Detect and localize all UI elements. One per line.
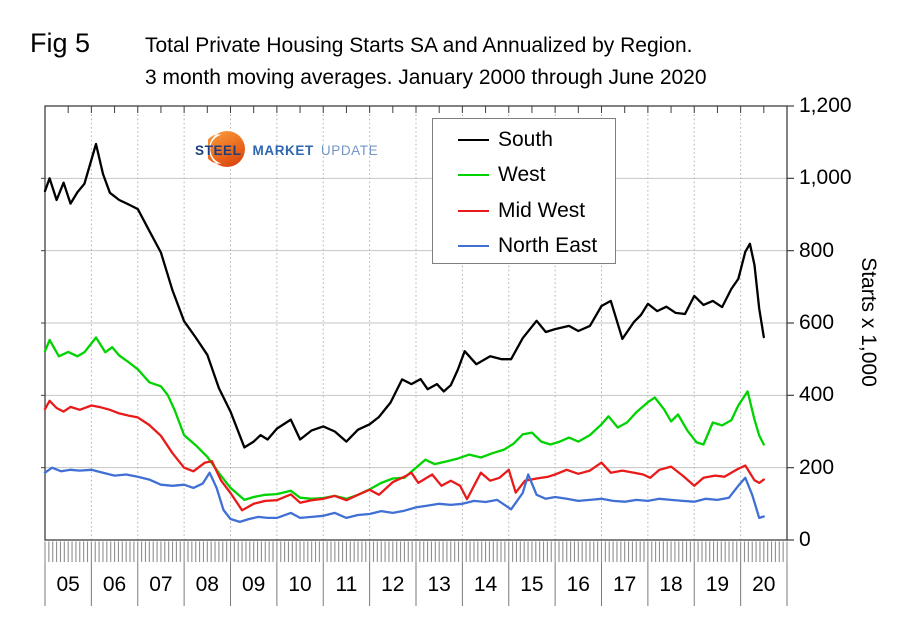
logo-word-update: UPDATE (320, 142, 379, 158)
legend-item-mid-west: Mid West (458, 193, 615, 229)
legend-line-sample (458, 174, 489, 177)
x-axis-year-label: 11 (335, 573, 358, 596)
legend-item-south: South (458, 122, 615, 158)
x-axis-year-label: 10 (288, 573, 312, 596)
legend-label: Mid West (498, 198, 586, 222)
legend-label: West (498, 163, 546, 187)
x-axis-year-label: 09 (242, 573, 266, 596)
logo-word-market: MARKET (252, 142, 314, 158)
x-axis-year-label: 07 (149, 573, 173, 596)
y-axis-tick-label: 0 (799, 528, 811, 551)
x-axis-year-label: 19 (705, 573, 730, 596)
y-axis-tick-label: 600 (799, 311, 835, 334)
x-axis-year-label: 20 (752, 573, 776, 596)
top-axis-ticks (44, 106, 788, 113)
series-line-south (43, 142, 765, 449)
x-axis-year-label: 06 (102, 573, 127, 596)
y-axis-tick-label: 400 (799, 383, 835, 407)
legend-line-sample (458, 138, 489, 141)
y-axis-title: Starts x 1,000 (857, 257, 880, 387)
legend: South West Mid West North East (432, 118, 616, 264)
chart-title: Total Private Housing Starts SA and Annu… (145, 30, 707, 94)
steel-market-update-logo: STEEL MARKET UPDATE (195, 131, 379, 167)
x-axis-year-label: 17 (613, 573, 637, 596)
x-axis-year-label: 05 (56, 573, 80, 596)
x-axis-year-label: 14 (473, 573, 498, 596)
y-axis-tick-label: 1,000 (799, 166, 852, 190)
y-axis-tick-label: 200 (799, 455, 835, 479)
figure-number: Fig 5 (30, 28, 91, 58)
y-axis-tick-label: 1,200 (799, 94, 852, 117)
legend-label: South (498, 127, 553, 151)
legend-line-sample (458, 245, 489, 248)
logo-word-steel: STEEL (195, 142, 242, 158)
x-axis-year-label: 13 (427, 573, 451, 596)
plot-border (44, 105, 788, 541)
legend-label: North East (498, 234, 598, 258)
series-line-mid-west (43, 399, 765, 512)
x-axis-year-label: 15 (520, 573, 544, 596)
legend-line-sample (458, 209, 489, 212)
x-axis-year-label: 16 (566, 573, 590, 596)
x-axis-year-label: 08 (195, 573, 219, 596)
x-axis-year-label: 18 (659, 573, 683, 596)
y-axis-tick-label: 800 (799, 238, 835, 262)
x-axis-year-label: 12 (381, 573, 405, 596)
chart-title-line1: Total Private Housing Starts SA and Annu… (145, 34, 693, 57)
series-line-north-east (43, 466, 765, 524)
legend-item-west: West (458, 158, 615, 194)
legend-item-north-east: North East (458, 229, 615, 265)
series-line-west (43, 336, 765, 502)
logo-crescent-icon (208, 131, 245, 167)
x-axis-minor-tick-comb (44, 541, 788, 562)
chart-title-line2: 3 month moving averages. January 2000 th… (145, 66, 707, 89)
